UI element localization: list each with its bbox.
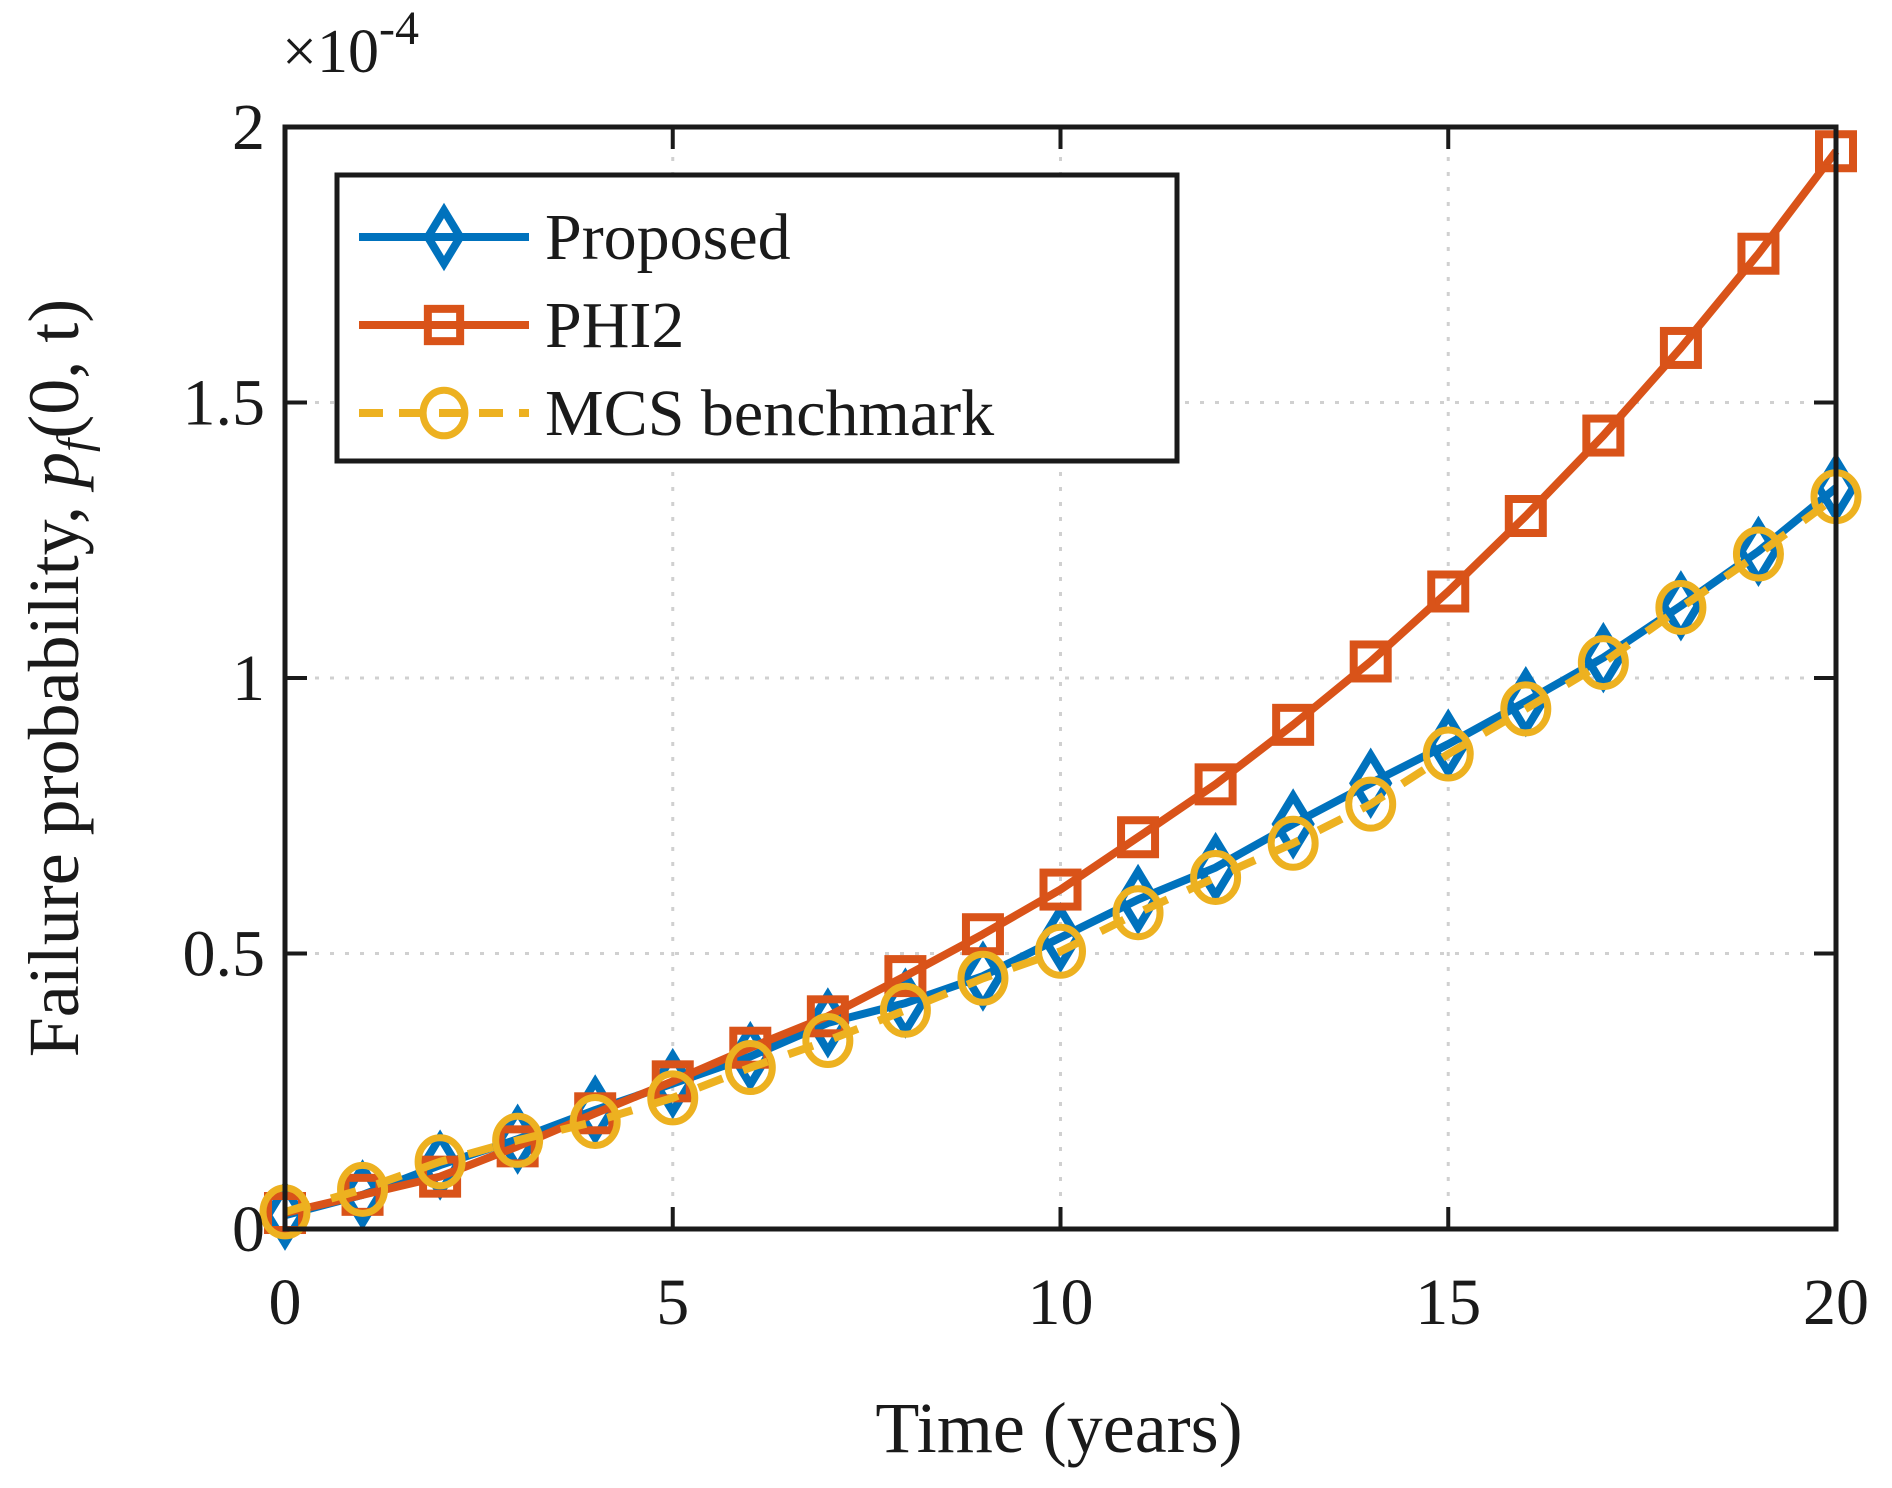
series-line xyxy=(283,493,1839,1216)
data-point xyxy=(724,1040,776,1096)
data-point xyxy=(1732,526,1784,582)
data-point xyxy=(492,1112,544,1168)
data-point xyxy=(1422,726,1474,782)
y-multiplier-exponent: -4 xyxy=(379,2,419,55)
series-line xyxy=(284,148,1840,1217)
data-point xyxy=(1577,635,1629,691)
data-point xyxy=(647,1070,699,1126)
legend-item: PHI2 xyxy=(359,289,684,362)
legend-marker-diamond xyxy=(423,202,465,272)
y-tick-label: 0 xyxy=(232,1193,265,1266)
data-point xyxy=(1737,232,1780,275)
data-point xyxy=(569,1094,621,1150)
y-tick-label: 1 xyxy=(232,642,265,715)
data-point xyxy=(1504,495,1547,538)
y-axis-title-symbol: p xyxy=(14,452,94,493)
data-point xyxy=(1271,788,1315,860)
data-point xyxy=(806,995,849,1038)
series-mcs-benchmark xyxy=(259,469,1862,1240)
tick-labels: 0 5 10 15 20 0 0.5 1 1.5 2 xyxy=(183,91,1870,1339)
y-tick-label: 2 xyxy=(232,91,265,164)
series-layer xyxy=(259,130,1862,1251)
y-axis-title: Failure probability, pf(0, t) xyxy=(14,299,101,1058)
data-point xyxy=(1039,868,1082,911)
legend-item: Proposed xyxy=(359,201,791,274)
y-multiplier: ×10-4 xyxy=(282,2,419,86)
data-point xyxy=(884,955,927,998)
y-tick-label: 0.5 xyxy=(183,918,266,991)
x-tick-label: 10 xyxy=(1028,1266,1094,1339)
legend-marker-circle xyxy=(419,386,469,440)
data-point xyxy=(1112,885,1164,941)
legend-box xyxy=(334,172,1180,464)
data-point xyxy=(337,1161,389,1217)
x-tick-label: 5 xyxy=(656,1266,689,1339)
data-point xyxy=(1117,816,1160,859)
x-tick-label: 0 xyxy=(269,1266,302,1339)
data-point xyxy=(957,950,1009,1006)
data-point xyxy=(1349,747,1393,819)
y-axis-title-args: (0, t) xyxy=(14,299,94,439)
data-point xyxy=(802,1013,854,1069)
x-axis-title: Time (years) xyxy=(875,1388,1242,1468)
y-multiplier-base: ×10 xyxy=(282,18,379,86)
data-point xyxy=(1427,570,1470,613)
data-point xyxy=(340,1159,385,1231)
legend-label: Proposed xyxy=(545,201,791,274)
data-point xyxy=(1272,703,1315,746)
data-point xyxy=(1190,849,1242,905)
ticks xyxy=(283,125,1838,1231)
legend: Proposed PHI2 MCS benchmark xyxy=(334,172,1180,464)
data-point xyxy=(1194,763,1237,806)
legend-label: MCS benchmark xyxy=(545,377,994,450)
data-point xyxy=(1349,640,1392,683)
legend-label: PHI2 xyxy=(545,289,684,362)
legend-marker-square xyxy=(423,304,465,346)
x-tick-label: 20 xyxy=(1803,1266,1869,1339)
data-point xyxy=(1655,579,1707,635)
x-tick-label: 15 xyxy=(1415,1266,1481,1339)
data-point xyxy=(1659,326,1702,369)
y-tick-label: 1.5 xyxy=(183,367,266,440)
data-point xyxy=(1582,414,1625,457)
series-line xyxy=(283,484,1839,1220)
legend-item: MCS benchmark xyxy=(359,377,994,450)
data-point xyxy=(414,1134,466,1190)
data-point xyxy=(1500,681,1552,737)
data-point xyxy=(1035,923,1086,979)
y-axis-title-text: Failure probability, xyxy=(14,488,94,1057)
series-phi2 xyxy=(264,130,1857,1235)
data-point xyxy=(879,982,931,1038)
data-point xyxy=(1345,776,1397,832)
data-point xyxy=(1267,815,1319,871)
